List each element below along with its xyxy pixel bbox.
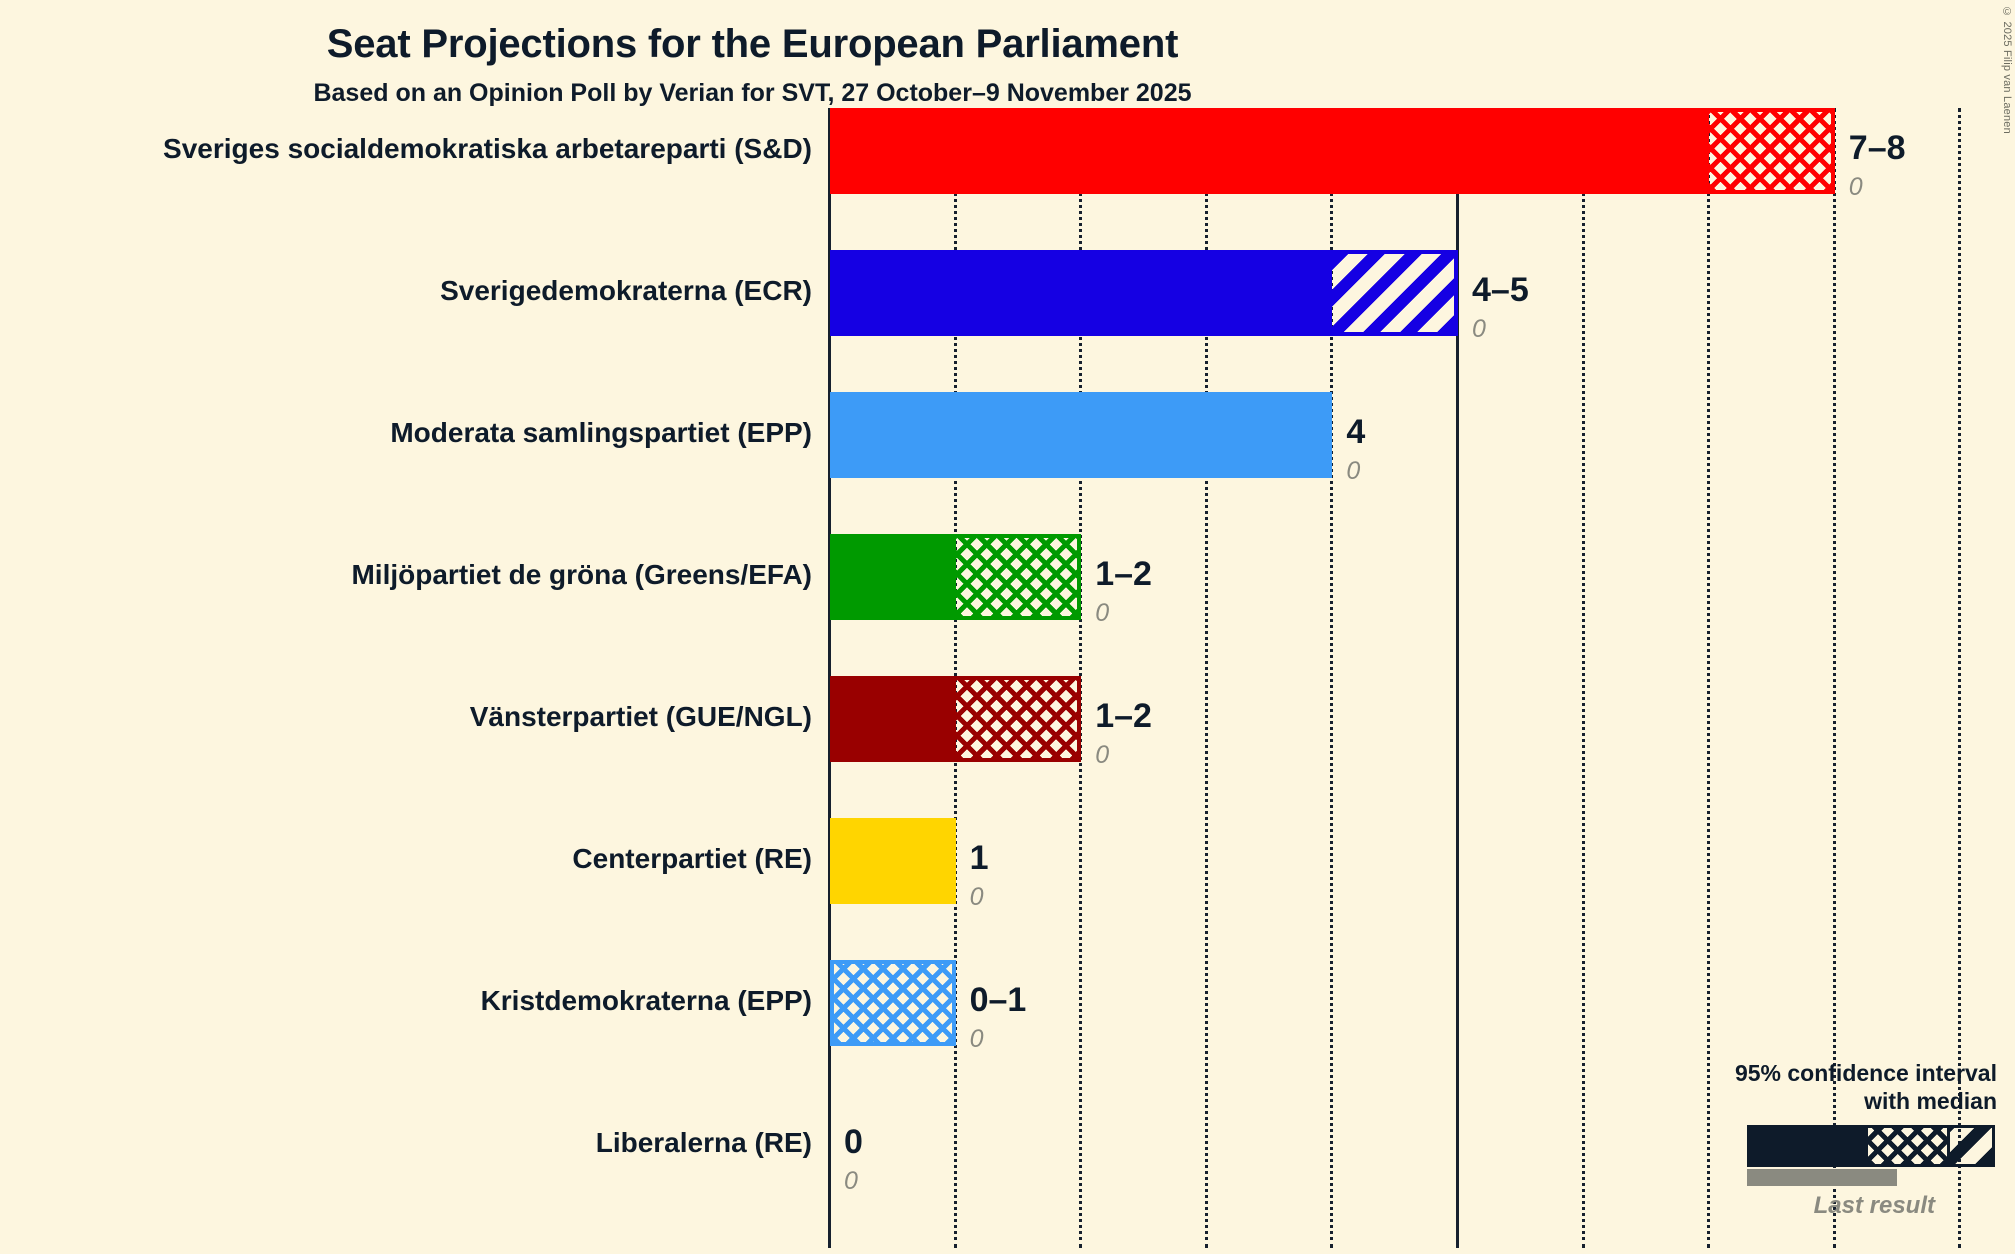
bar-value-label: 4	[1346, 413, 1366, 451]
legend-median-swatch	[1747, 1125, 1865, 1168]
gridline-8	[1832, 108, 1836, 1248]
bar-value-label: 0	[844, 1123, 863, 1161]
bar-row-label: Sverigedemokraterna (ECR)	[440, 275, 812, 306]
bar-row: Miljöpartiet de gröna (Greens/EFA) 1–2 0	[0, 534, 2015, 627]
bar-group	[830, 392, 1960, 478]
bar-median-segment	[830, 392, 1333, 478]
bar-group	[830, 108, 1960, 194]
bar-last-result-label: 0	[1848, 173, 1863, 201]
bar-group	[830, 676, 1960, 762]
bar-last-result-label: 0	[969, 883, 984, 911]
legend-text: 95% confidence interval with median	[1677, 1060, 1997, 1115]
bar-confidence-interval-segment	[955, 534, 1082, 620]
bar-value-label: 4–5	[1472, 271, 1529, 309]
bar-group	[830, 818, 1960, 904]
bar-value-label: 1–2	[1095, 555, 1152, 593]
bar-last-result-label: 0	[844, 1167, 858, 1195]
bar-row-label: Moderata samlingspartiet (EPP)	[390, 417, 812, 448]
bar-group	[830, 250, 1960, 336]
bar-group	[830, 960, 1960, 1046]
gridline-7	[1707, 108, 1711, 1248]
bar-last-result-label: 0	[1346, 457, 1361, 485]
bar-last-result-label: 0	[1472, 315, 1486, 343]
chart-header: Seat Projections for the European Parlia…	[0, 0, 1505, 108]
bar-confidence-interval-segment	[1332, 250, 1458, 336]
bar-row: Kristdemokraterna (EPP) 0–1 0	[0, 960, 2015, 1053]
legend-swatch-bar	[1747, 1125, 1995, 1168]
copyright-notice: © 2025 Filip van Laenen	[2001, 6, 2013, 134]
bar-value-label: 7–8	[1848, 129, 1906, 167]
bar-row: Sverigedemokraterna (ECR) 4–5 0	[0, 250, 2015, 343]
legend-last-result-label: Last result	[1813, 1192, 1935, 1220]
bar-row-label: Centerpartiet (RE)	[572, 843, 812, 874]
bar-row: Liberalerna (RE) 0 0	[0, 1102, 2015, 1195]
gridline-4	[1330, 108, 1334, 1248]
bar-median-segment	[830, 250, 1333, 336]
legend-diagonal-swatch	[1947, 1125, 1995, 1168]
bar-last-result-label: 0	[969, 1025, 984, 1053]
gridline-9	[1958, 108, 1962, 1248]
bar-last-result-label: 0	[1095, 741, 1110, 769]
bar-row: Moderata samlingspartiet (EPP) 4 0	[0, 392, 2015, 485]
bar-row-label: Vänsterpartiet (GUE/NGL)	[469, 701, 812, 732]
bar-last-result-label: 0	[1095, 599, 1110, 627]
bar-row-label: Kristdemokraterna (EPP)	[480, 985, 812, 1016]
bar-value-label: 0–1	[969, 981, 1027, 1019]
bar-median-segment	[830, 108, 1710, 194]
legend-line-2: with median	[1864, 1087, 1997, 1114]
legend-crosshatch-swatch	[1865, 1125, 1947, 1168]
gridline-5	[1456, 108, 1459, 1248]
bar-value-label: 1–2	[1095, 697, 1152, 735]
bar-row-label: Liberalerna (RE)	[595, 1127, 812, 1158]
bar-row-label: Miljöpartiet de gröna (Greens/EFA)	[351, 559, 812, 590]
legend: 95% confidence interval with median Last…	[1677, 1060, 1997, 1220]
legend-last-result-swatch	[1747, 1169, 1897, 1187]
bar-confidence-interval-segment	[1709, 108, 1835, 194]
page-title: Seat Projections for the European Parlia…	[326, 22, 1179, 66]
bar-value-label: 1	[969, 839, 989, 877]
y-axis-line	[828, 108, 831, 1248]
chart-subtitle: Based on an Opinion Poll by Verian for S…	[313, 79, 1192, 107]
gridline-3	[1204, 108, 1208, 1248]
gridline-6	[1581, 108, 1585, 1248]
bar-median-segment	[830, 676, 956, 762]
bar-row: Centerpartiet (RE) 1 0	[0, 818, 2015, 911]
legend-line-1: 95% confidence interval	[1734, 1060, 1997, 1086]
bar-group	[830, 534, 1960, 620]
bar-confidence-interval-segment	[955, 676, 1082, 762]
bar-row: Sveriges socialdemokratiska arbetarepart…	[0, 108, 2015, 201]
bar-row-label: Sveriges socialdemokratiska arbetarepart…	[163, 133, 812, 164]
bar-median-segment	[830, 818, 956, 904]
bar-confidence-interval-segment	[830, 960, 956, 1046]
bar-row: Vänsterpartiet (GUE/NGL) 1–2 0	[0, 676, 2015, 769]
bar-median-segment	[830, 534, 956, 620]
